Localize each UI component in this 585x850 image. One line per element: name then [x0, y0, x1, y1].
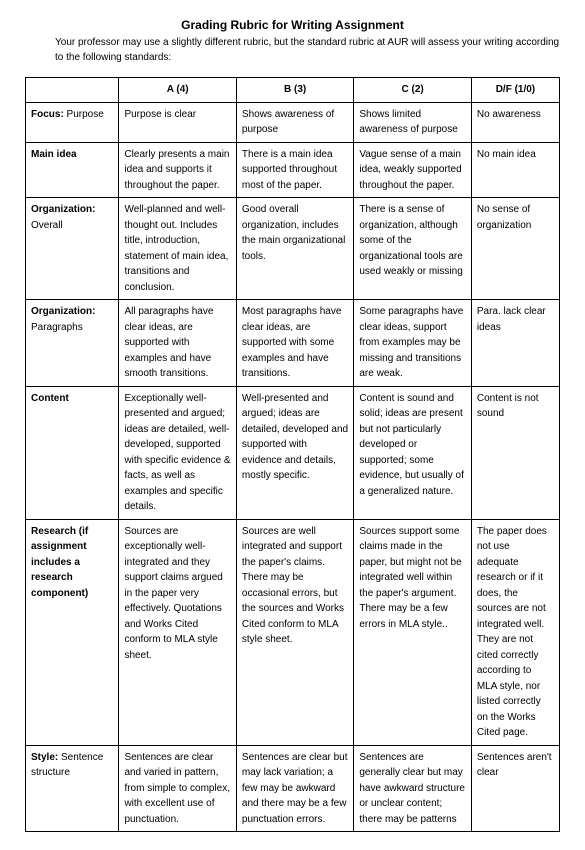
cell: No awareness [471, 102, 559, 142]
cell: There is a sense of organization, althou… [354, 198, 471, 300]
col-header: A (4) [119, 78, 236, 103]
row-label: Main idea [26, 142, 119, 198]
cell: Exceptionally well-presented and argued;… [119, 386, 236, 519]
row-label: Organization: Overall [26, 198, 119, 300]
cell: Some paragraphs have clear ideas, suppor… [354, 300, 471, 387]
table-row: Main ideaClearly presents a main idea an… [26, 142, 560, 198]
cell: Content is not sound [471, 386, 559, 519]
col-header: B (3) [236, 78, 353, 103]
cell: Sentences are clear but may lack variati… [236, 745, 353, 832]
cell: Well-planned and well-thought out. Inclu… [119, 198, 236, 300]
cell: There is a main idea supported throughou… [236, 142, 353, 198]
table-row: Focus: PurposePurpose is clearShows awar… [26, 102, 560, 142]
cell: Sentences are generally clear but may ha… [354, 745, 471, 832]
cell: Content is sound and solid; ideas are pr… [354, 386, 471, 519]
row-label: Focus: Purpose [26, 102, 119, 142]
cell: The paper does not use adequate research… [471, 519, 559, 745]
intro-text: Your professor may use a slightly differ… [55, 36, 560, 65]
cell: All paragraphs have clear ideas, are sup… [119, 300, 236, 387]
cell: Vague sense of a main idea, weakly suppo… [354, 142, 471, 198]
table-row: Style: Sentence structureSentences are c… [26, 745, 560, 832]
cell: No sense of organization [471, 198, 559, 300]
row-label: Content [26, 386, 119, 519]
rubric-table: A (4) B (3) C (2) D/F (1/0) Focus: Purpo… [25, 77, 560, 832]
cell: Sources support some claims made in the … [354, 519, 471, 745]
col-header [26, 78, 119, 103]
cell: No main idea [471, 142, 559, 198]
page-title: Grading Rubric for Writing Assignment [25, 18, 560, 32]
cell: Shows awareness of purpose [236, 102, 353, 142]
cell: Purpose is clear [119, 102, 236, 142]
table-row: ContentExceptionally well-presented and … [26, 386, 560, 519]
table-row: Research (if assignment includes a resea… [26, 519, 560, 745]
cell: Most paragraphs have clear ideas, are su… [236, 300, 353, 387]
cell: Para. lack clear ideas [471, 300, 559, 387]
cell: Sources are exceptionally well-integrate… [119, 519, 236, 745]
table-row: Organization: OverallWell-planned and we… [26, 198, 560, 300]
table-row: Organization: ParagraphsAll paragraphs h… [26, 300, 560, 387]
header-row: A (4) B (3) C (2) D/F (1/0) [26, 78, 560, 103]
col-header: C (2) [354, 78, 471, 103]
row-label: Organization: Paragraphs [26, 300, 119, 387]
row-label: Style: Sentence structure [26, 745, 119, 832]
cell: Shows limited awareness of purpose [354, 102, 471, 142]
cell: Sentences are clear and varied in patter… [119, 745, 236, 832]
cell: Clearly presents a main idea and support… [119, 142, 236, 198]
row-label: Research (if assignment includes a resea… [26, 519, 119, 745]
cell: Sources are well integrated and support … [236, 519, 353, 745]
cell: Sentences aren't clear [471, 745, 559, 832]
col-header: D/F (1/0) [471, 78, 559, 103]
cell: Well-presented and argued; ideas are det… [236, 386, 353, 519]
cell: Good overall organization, includes the … [236, 198, 353, 300]
